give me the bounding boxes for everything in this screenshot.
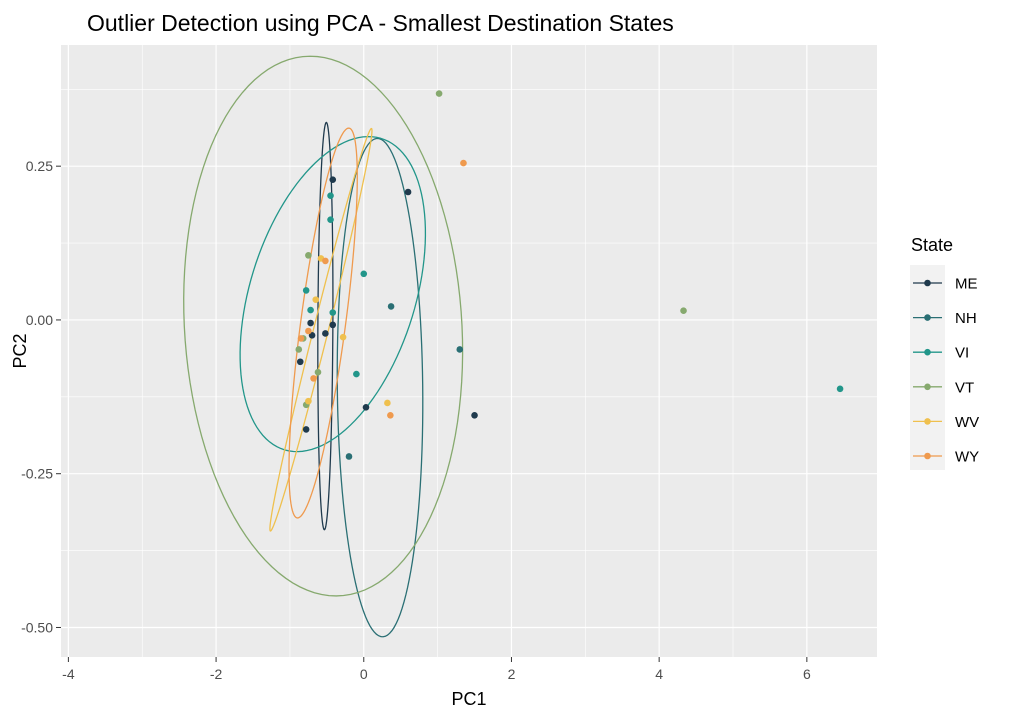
ellipse-me: [317, 121, 334, 531]
legend-label-nh: NH: [955, 310, 977, 327]
point-vi: [360, 270, 368, 278]
legend-key-point-vt: [924, 383, 931, 391]
x-tick-label: 4: [655, 666, 663, 682]
ellipse-nh: [336, 137, 424, 638]
point-me: [329, 321, 337, 329]
legend-key-point-wv: [924, 418, 931, 425]
point-vt: [680, 307, 687, 315]
point-me: [296, 358, 304, 366]
point-nh: [345, 453, 353, 460]
point-me: [329, 176, 337, 184]
legend-label-vt: VT: [955, 379, 974, 396]
point-me: [471, 411, 478, 419]
legend-label-vi: VI: [955, 345, 969, 362]
point-wv: [312, 296, 320, 303]
data-points: [295, 90, 844, 460]
legend-key-point-wy: [924, 452, 931, 460]
x-tick-label: -4: [62, 666, 75, 682]
legend-key-point-nh: [924, 314, 931, 321]
point-vt: [305, 252, 312, 259]
legend-items: ME NH VI VT WV WY: [913, 276, 979, 466]
point-me: [404, 188, 412, 196]
point-vt: [435, 90, 443, 97]
point-wy: [387, 411, 394, 419]
y-axis-title: PC2: [10, 333, 30, 368]
legend-key-point-me: [924, 279, 931, 287]
legend-label-wy: WY: [955, 449, 979, 466]
point-me: [308, 332, 316, 339]
point-wy: [322, 257, 329, 265]
ellipse-vi: [239, 135, 427, 453]
point-vt: [314, 368, 322, 376]
point-nh: [456, 346, 464, 353]
point-wy: [310, 375, 317, 382]
point-vi: [302, 287, 310, 294]
y-tick-label: 0.25: [26, 158, 53, 174]
y-tick-label: 0.00: [26, 312, 53, 328]
legend-label-wv: WV: [955, 414, 979, 431]
point-wy: [297, 335, 305, 342]
minor-gridlines: [61, 45, 877, 657]
axis-ticks: [56, 165, 808, 662]
chart-title: Outlier Detection using PCA - Smallest D…: [87, 10, 674, 36]
x-axis-title: PC1: [451, 689, 486, 709]
y-tick-label: -0.25: [21, 466, 53, 482]
point-me: [307, 319, 314, 327]
point-wy: [305, 327, 312, 335]
point-vi: [307, 306, 314, 314]
legend-label-me: ME: [955, 276, 978, 293]
point-vi: [327, 216, 334, 223]
axis-tick-labels: -4 -2 0 2 4 6 -0.50 -0.25 0.00 0.25: [21, 158, 811, 682]
point-wv: [384, 399, 391, 407]
point-vi: [353, 370, 360, 378]
point-vi: [327, 192, 334, 199]
point-me: [302, 426, 310, 433]
point-vi: [329, 309, 337, 316]
point-vi: [836, 385, 844, 393]
legend-key-point-vi: [924, 348, 931, 356]
point-wv: [339, 333, 347, 341]
legend: State ME NH VI VT WV WY: [910, 235, 979, 470]
point-vt: [295, 346, 303, 353]
legend-key-background: [910, 265, 945, 470]
point-wv: [305, 397, 312, 405]
point-me: [322, 330, 329, 337]
x-tick-label: -2: [210, 666, 223, 682]
ellipse-wy: [288, 127, 358, 519]
x-tick-label: 2: [508, 666, 516, 682]
confidence-ellipses: [183, 55, 464, 638]
plot-panel: [61, 45, 877, 657]
point-me: [362, 403, 370, 411]
ellipse-vt: [183, 55, 464, 597]
legend-title: State: [911, 235, 953, 255]
x-tick-label: 0: [360, 666, 368, 682]
point-wy: [460, 159, 467, 167]
y-tick-label: -0.50: [21, 619, 53, 635]
point-nh: [387, 303, 395, 310]
x-tick-label: 6: [803, 666, 811, 682]
